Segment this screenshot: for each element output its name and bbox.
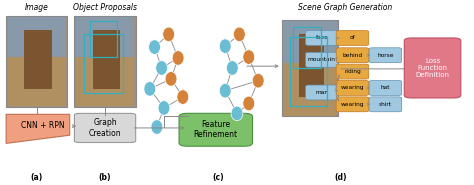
Ellipse shape	[227, 61, 238, 75]
Text: (d): (d)	[335, 173, 347, 182]
Text: horse: horse	[377, 53, 394, 58]
Text: Object Proposals: Object Proposals	[73, 3, 137, 12]
Text: man: man	[315, 90, 328, 95]
FancyBboxPatch shape	[369, 97, 401, 112]
FancyBboxPatch shape	[74, 113, 136, 142]
FancyBboxPatch shape	[306, 52, 338, 67]
FancyBboxPatch shape	[299, 34, 324, 97]
Text: riding: riding	[344, 69, 361, 74]
FancyBboxPatch shape	[283, 21, 337, 63]
FancyBboxPatch shape	[74, 16, 136, 107]
FancyBboxPatch shape	[76, 56, 134, 107]
FancyBboxPatch shape	[306, 85, 338, 100]
FancyBboxPatch shape	[369, 48, 401, 63]
Ellipse shape	[165, 72, 177, 86]
FancyBboxPatch shape	[336, 64, 369, 79]
Ellipse shape	[243, 96, 255, 111]
FancyBboxPatch shape	[179, 113, 253, 146]
FancyBboxPatch shape	[306, 31, 338, 46]
Ellipse shape	[151, 120, 163, 134]
FancyBboxPatch shape	[369, 80, 401, 95]
Ellipse shape	[172, 51, 184, 65]
FancyBboxPatch shape	[282, 20, 338, 116]
Text: wearing: wearing	[341, 85, 364, 90]
FancyBboxPatch shape	[8, 17, 66, 57]
Ellipse shape	[219, 39, 231, 53]
Text: Feature
Refinement: Feature Refinement	[194, 120, 238, 139]
Text: behind: behind	[342, 53, 363, 58]
FancyBboxPatch shape	[25, 30, 52, 89]
FancyBboxPatch shape	[404, 38, 461, 98]
Ellipse shape	[149, 40, 160, 54]
FancyBboxPatch shape	[336, 48, 369, 63]
FancyBboxPatch shape	[93, 30, 120, 89]
FancyBboxPatch shape	[8, 56, 66, 107]
Text: (a): (a)	[31, 173, 43, 182]
FancyBboxPatch shape	[336, 97, 369, 112]
Text: shirt: shirt	[379, 102, 392, 107]
Ellipse shape	[219, 83, 231, 98]
Ellipse shape	[234, 27, 245, 42]
Text: CNN + RPN: CNN + RPN	[21, 121, 64, 130]
Text: (b): (b)	[99, 173, 111, 182]
Text: Scene Graph Generation: Scene Graph Generation	[298, 3, 392, 12]
Text: Graph
Creation: Graph Creation	[89, 118, 121, 138]
Ellipse shape	[252, 73, 264, 88]
FancyBboxPatch shape	[336, 31, 369, 46]
FancyBboxPatch shape	[6, 16, 67, 107]
FancyBboxPatch shape	[283, 63, 337, 116]
Polygon shape	[6, 114, 70, 143]
Ellipse shape	[144, 82, 156, 96]
Ellipse shape	[163, 27, 174, 42]
Text: (c): (c)	[212, 173, 224, 182]
Text: Loss
Function
Definition: Loss Function Definition	[416, 58, 449, 78]
Ellipse shape	[231, 106, 243, 121]
Text: face: face	[315, 36, 328, 41]
Ellipse shape	[156, 61, 167, 75]
Text: mountain: mountain	[308, 57, 336, 62]
FancyBboxPatch shape	[76, 17, 134, 57]
Text: hat: hat	[381, 85, 390, 90]
Text: of: of	[349, 36, 356, 41]
Ellipse shape	[243, 50, 255, 64]
Text: Image: Image	[25, 3, 49, 12]
Ellipse shape	[177, 90, 189, 104]
FancyBboxPatch shape	[336, 80, 369, 95]
Ellipse shape	[158, 101, 170, 115]
Text: wearing: wearing	[341, 102, 364, 107]
